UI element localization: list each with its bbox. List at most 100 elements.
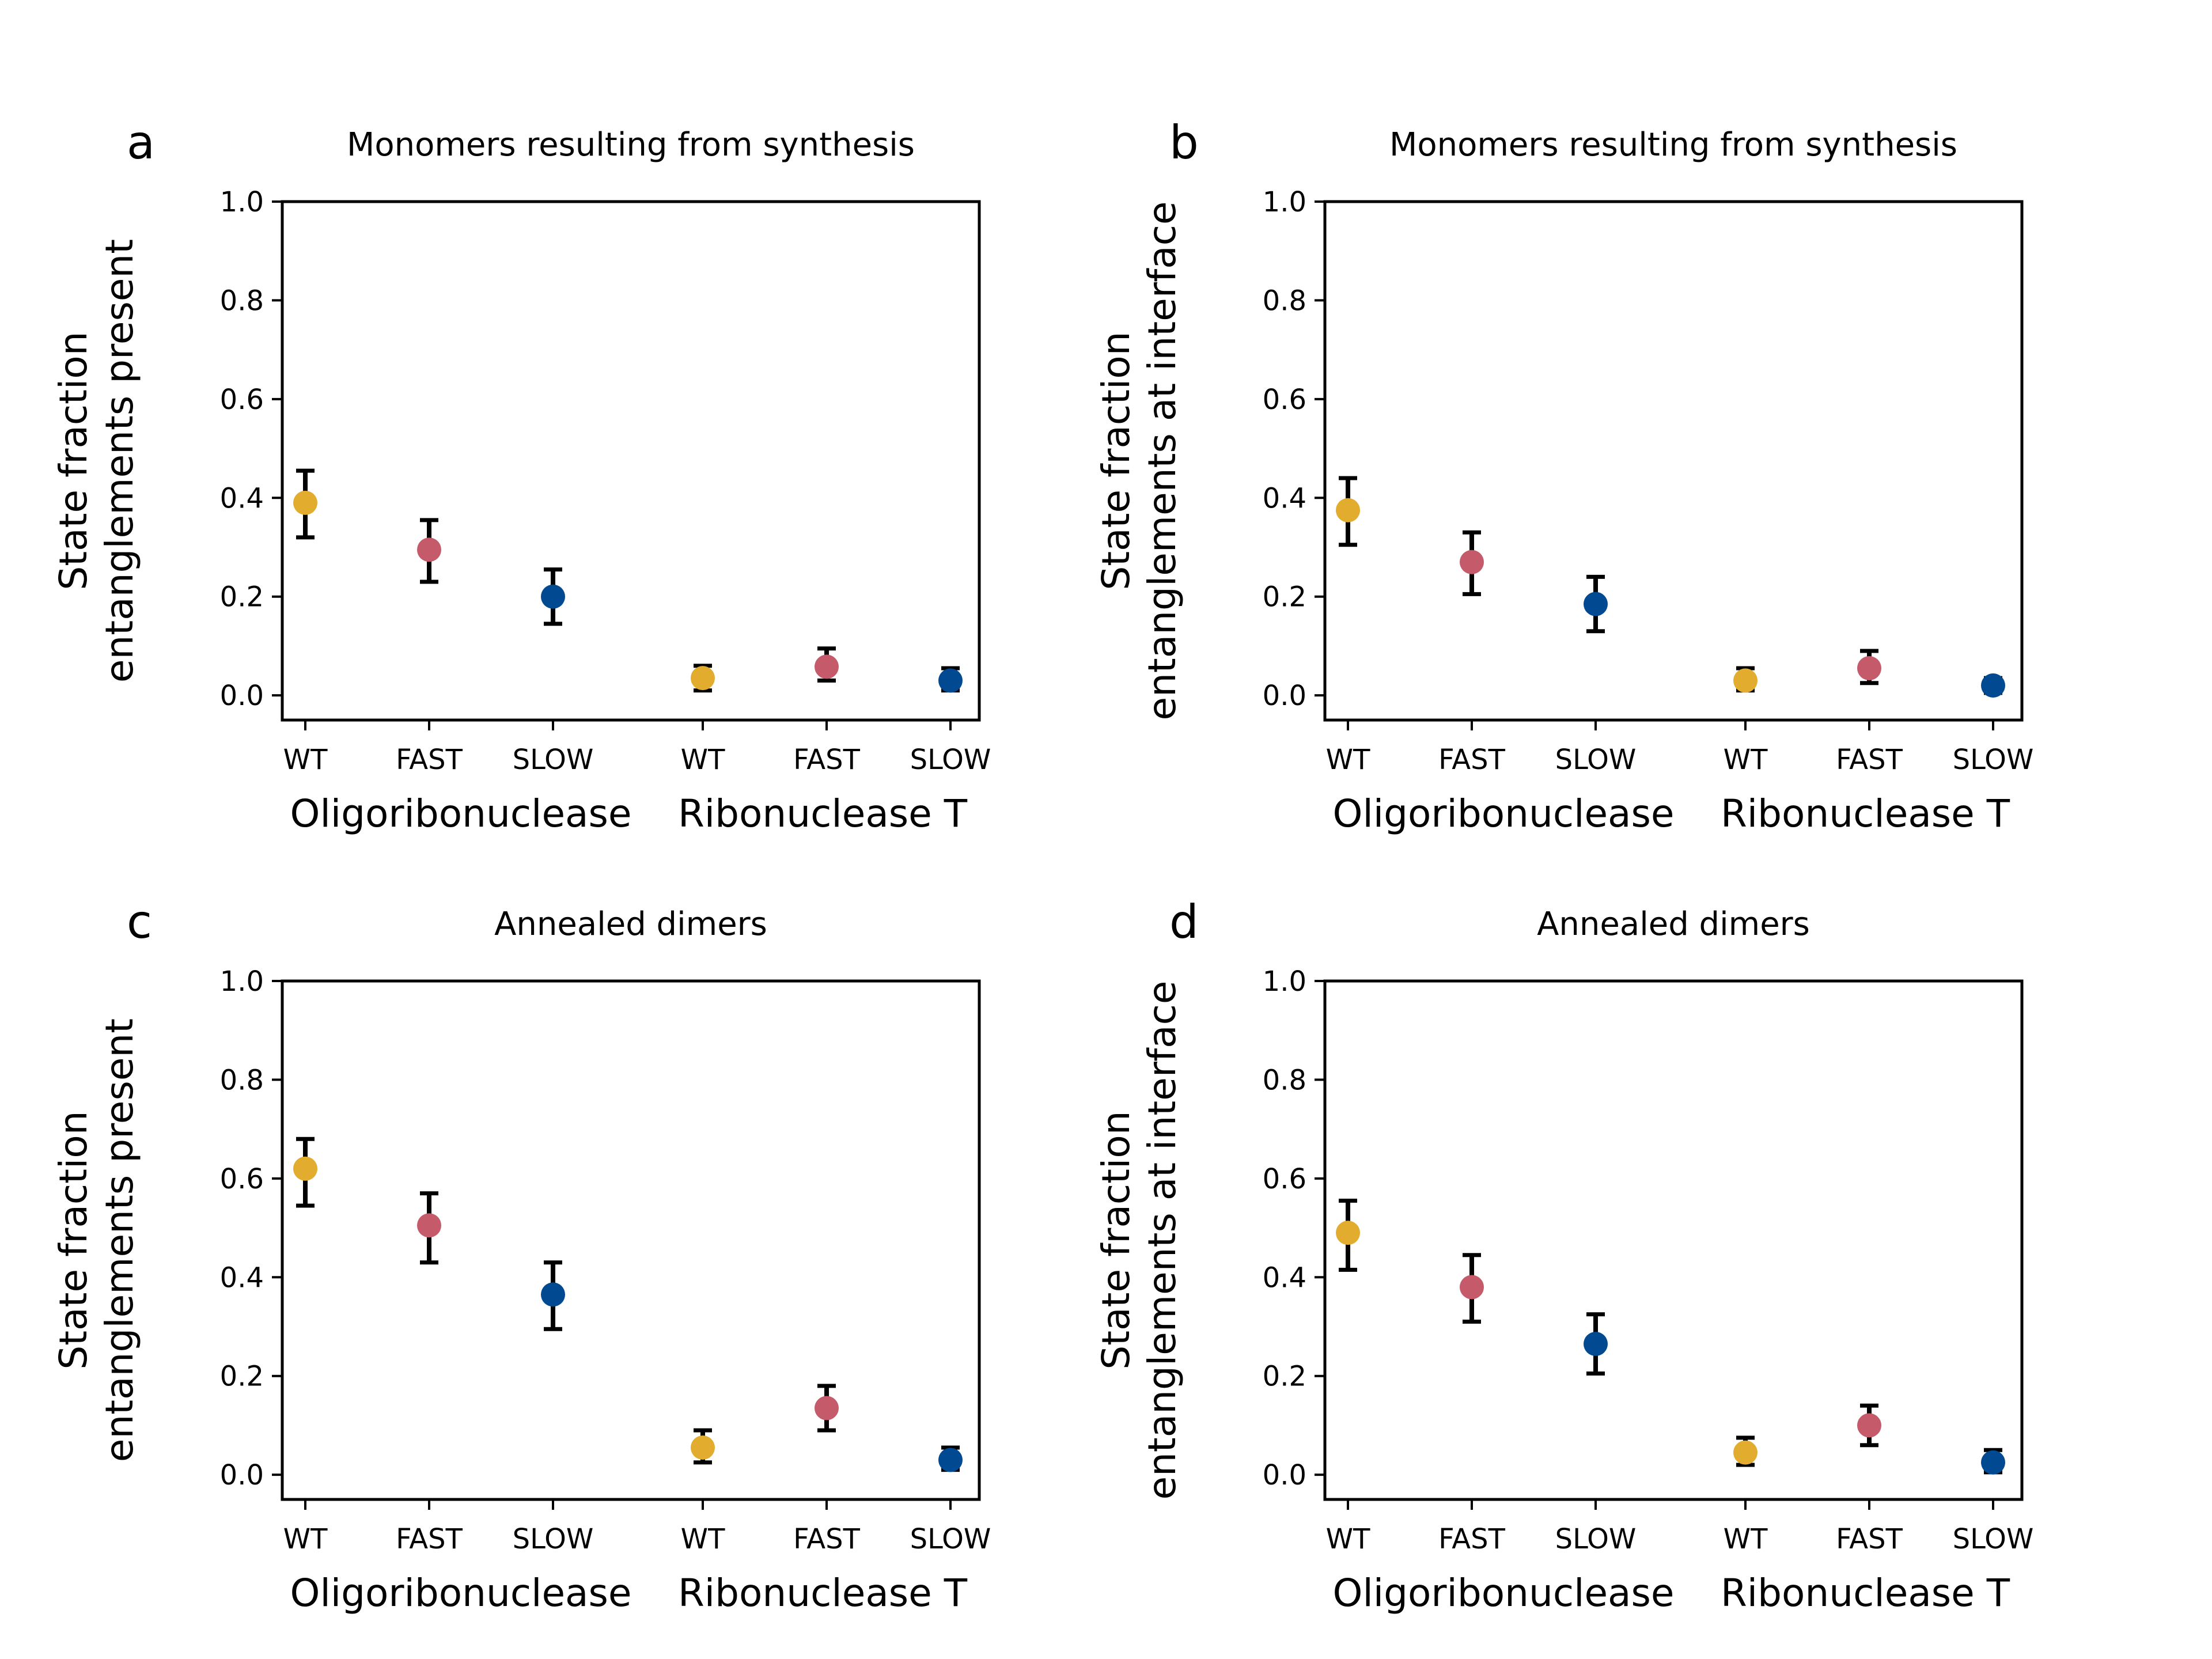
y-axis-label-line: State fraction	[1094, 331, 1138, 590]
marker-fast	[815, 654, 839, 679]
x-tick-label: WT	[1724, 1523, 1768, 1555]
marker-slow	[1584, 1332, 1608, 1356]
plot-frame	[281, 200, 981, 722]
data-point	[1460, 530, 1484, 596]
y-axis-label: State fractionentanglements at interface	[1094, 980, 1184, 1499]
y-tick-label: 0.0	[1263, 680, 1306, 712]
plot-frame	[281, 979, 981, 1501]
x-tick-label: SLOW	[910, 1523, 991, 1555]
x-tick-label: WT	[283, 1523, 328, 1555]
x-tick-label: FAST	[1438, 744, 1506, 776]
chart-title: Annealed dimers	[1537, 906, 1810, 943]
chart-panel-d: d Annealed dimers 0.0 0.2 0.4 0.6 0.8 1.0 State …	[1094, 895, 2033, 1615]
x-tick-label: WT	[283, 744, 328, 776]
chart-title: Monomers resulting from synthesis	[1389, 126, 1957, 164]
y-axis-label-line: State fraction	[1094, 1111, 1138, 1369]
marker-fast	[1857, 656, 1881, 680]
data-point	[417, 518, 441, 584]
marker-fast	[417, 537, 441, 562]
marker-fast	[1460, 1275, 1484, 1300]
data-point	[293, 468, 317, 540]
marker-slow	[938, 1448, 963, 1472]
y-tick-label: 0.0	[220, 680, 264, 712]
panel-letter: d	[1169, 895, 1199, 949]
x-tick-label: FAST	[1836, 1523, 1903, 1555]
plot-frame	[1323, 979, 2024, 1501]
x-tick-label: FAST	[793, 1523, 861, 1555]
y-tick-label: 0.4	[1263, 1262, 1306, 1294]
x-tick-label: SLOW	[1555, 1523, 1637, 1555]
y-tick-label: 1.0	[220, 965, 264, 998]
y-axis-label: State fractionentanglements present	[51, 239, 142, 683]
data-point	[691, 1428, 715, 1465]
y-tick-label: 0.8	[1263, 1064, 1306, 1096]
data-point	[815, 646, 839, 683]
marker-fast	[417, 1213, 441, 1238]
y-tick-label: 0.8	[1263, 285, 1306, 317]
y-tick-label: 0.0	[220, 1459, 264, 1491]
x-tick-label: WT	[1326, 1523, 1370, 1555]
data-point	[1584, 1312, 1608, 1376]
x-tick-label: FAST	[396, 744, 463, 776]
marker-slow	[541, 1282, 565, 1307]
marker-slow	[1981, 1450, 2005, 1475]
y-axis-label-line: entanglements at interface	[1140, 980, 1184, 1499]
marker-wt	[691, 666, 715, 691]
marker-wt	[1336, 1221, 1360, 1245]
data-point	[541, 1260, 565, 1331]
y-axis-label-line: entanglements present	[97, 1018, 142, 1462]
y-tick-label: 0.2	[220, 581, 264, 613]
y-tick-label: 0.8	[220, 1064, 264, 1096]
x-tick-label: FAST	[396, 1523, 463, 1555]
marker-wt	[691, 1435, 715, 1460]
x-group-label: Oligoribonuclease	[1333, 1571, 1675, 1615]
x-group-label: Ribonuclease T	[1721, 1571, 2010, 1615]
y-tick-label: 0.6	[220, 384, 264, 416]
x-tick-label: WT	[1724, 744, 1768, 776]
y-tick-label: 0.6	[220, 1163, 264, 1195]
y-tick-label: 0.4	[220, 1262, 264, 1294]
marker-fast	[1857, 1413, 1881, 1438]
data-point	[1460, 1253, 1484, 1324]
x-tick-label: FAST	[793, 744, 861, 776]
x-group-label: Ribonuclease T	[1721, 791, 2010, 836]
y-axis-label: State fractionentanglements present	[51, 1018, 142, 1462]
data-point	[691, 664, 715, 693]
marker-slow	[1981, 673, 2005, 698]
y-axis-label-line: entanglements at interface	[1140, 201, 1184, 720]
data-point	[1336, 476, 1360, 547]
data-point	[1981, 673, 2005, 698]
x-group-label: Oligoribonuclease	[290, 791, 632, 836]
x-tick-label: SLOW	[1555, 744, 1637, 776]
y-tick-label: 0.2	[1263, 1361, 1306, 1393]
data-point	[1857, 1403, 1881, 1448]
data-point	[541, 567, 565, 626]
plot-frame	[1323, 200, 2024, 722]
x-tick-label: WT	[681, 1523, 725, 1555]
data-point	[1733, 1435, 1758, 1467]
x-group-label: Ribonuclease T	[678, 1571, 968, 1615]
y-axis-label: State fractionentanglements at interface	[1094, 201, 1184, 720]
x-tick-label: WT	[1326, 744, 1370, 776]
x-tick-label: FAST	[1836, 744, 1903, 776]
y-axis-label-line: entanglements present	[97, 239, 142, 683]
marker-wt	[1733, 1440, 1758, 1465]
chart-panel-b: b Monomers resulting from synthesis 0.0 0.2…	[1094, 116, 2033, 836]
data-point	[938, 1445, 963, 1472]
y-axis-label-line: State fraction	[51, 1111, 96, 1369]
x-tick-label: SLOW	[1953, 1523, 2034, 1555]
y-tick-label: 0.2	[220, 1361, 264, 1393]
marker-slow	[938, 668, 963, 693]
data-point	[815, 1384, 839, 1433]
marker-wt	[1733, 668, 1758, 693]
x-group-label: Oligoribonuclease	[1333, 791, 1675, 836]
y-tick-label: 0.6	[1263, 1163, 1306, 1195]
y-tick-label: 0.2	[1263, 581, 1306, 613]
x-tick-label: FAST	[1438, 1523, 1506, 1555]
x-group-label: Oligoribonuclease	[290, 1571, 632, 1615]
y-tick-label: 0.0	[1263, 1459, 1306, 1491]
marker-wt	[293, 490, 317, 515]
y-tick-label: 0.8	[220, 285, 264, 317]
y-axis-label-line: State fraction	[51, 331, 96, 590]
